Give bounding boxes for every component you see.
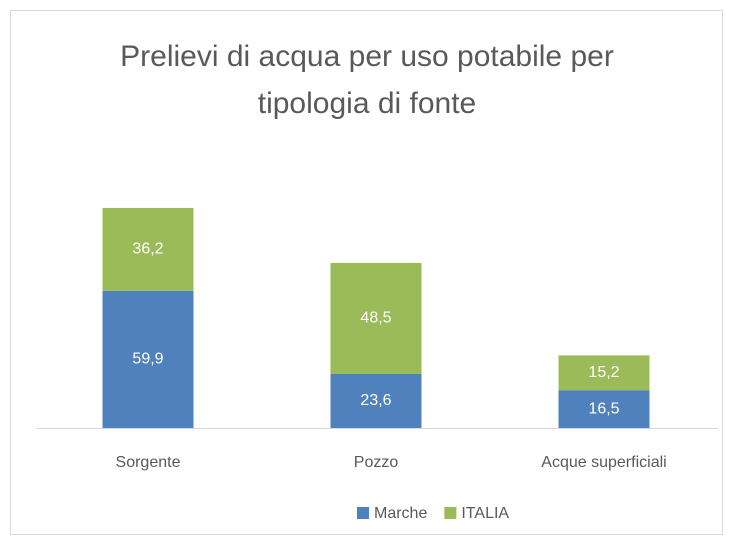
bar-segment	[330, 373, 422, 428]
bar-segment	[102, 290, 194, 428]
chart-title: Prelievi di acqua per uso potabile per t…	[120, 40, 614, 120]
data-label: 15,2	[588, 364, 619, 381]
bar-segment	[330, 262, 422, 374]
legend-label: ITALIA	[461, 505, 509, 522]
x-tick-label: Pozzo	[354, 454, 399, 471]
bar-segment	[558, 355, 650, 391]
x-tick-label: Acque superficiali	[541, 454, 666, 471]
x-tick-label: Sorgente	[116, 454, 181, 471]
bar-segment	[102, 207, 194, 291]
data-label: 36,2	[132, 241, 163, 258]
data-label: 59,9	[132, 351, 163, 368]
bar-segment	[558, 390, 650, 428]
data-label: 23,6	[360, 392, 391, 409]
data-label: 48,5	[360, 310, 391, 327]
legend-swatch	[444, 507, 457, 519]
legend-label: Marche	[374, 505, 427, 522]
data-label: 16,5	[588, 400, 619, 417]
legend-swatch	[357, 507, 369, 519]
